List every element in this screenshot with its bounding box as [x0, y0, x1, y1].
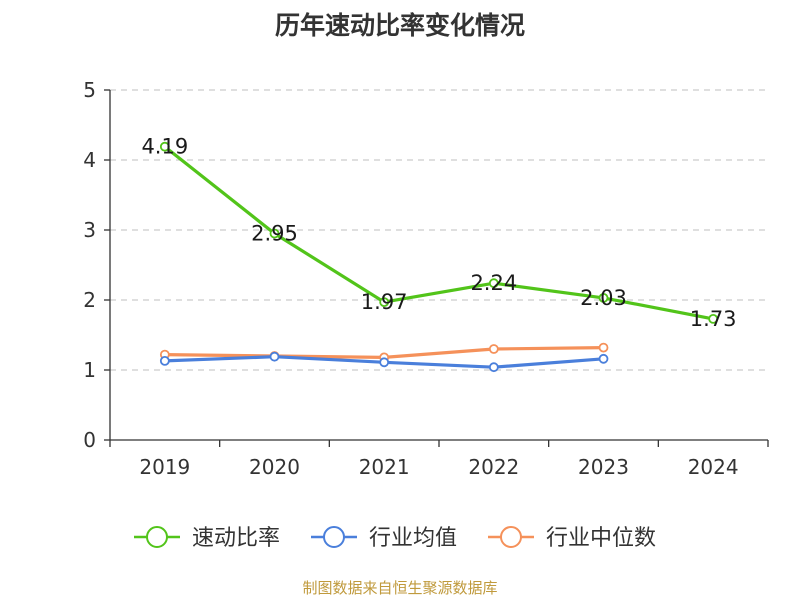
data-point	[379, 297, 390, 308]
x-tick-label: 2020	[249, 455, 300, 479]
data-label: 1.97	[361, 290, 408, 314]
legend-marker	[146, 526, 168, 548]
legend-marker	[323, 526, 345, 548]
data-point	[159, 355, 170, 366]
data-point	[269, 228, 280, 239]
data-point	[488, 362, 499, 373]
x-tick-label: 2024	[688, 455, 739, 479]
x-tick-label: 2021	[359, 455, 410, 479]
legend-marker	[500, 526, 522, 548]
y-tick-label: 2	[83, 288, 96, 312]
x-tick-label: 2019	[139, 455, 190, 479]
data-label: 2.95	[251, 222, 298, 246]
data-point	[379, 357, 390, 368]
y-tick-label: 3	[83, 218, 96, 242]
data-label: 1.73	[690, 307, 737, 331]
x-tick-label: 2022	[468, 455, 519, 479]
data-point	[598, 342, 609, 353]
series-line	[163, 145, 714, 321]
data-point	[269, 351, 280, 362]
y-tick-label: 0	[83, 428, 96, 452]
data-point	[708, 313, 719, 324]
source-note: 制图数据来自恒生聚源数据库	[302, 579, 498, 597]
y-tick-label: 4	[83, 148, 96, 172]
y-tick-label: 5	[83, 78, 96, 102]
y-tick-label: 1	[83, 358, 96, 382]
data-label: 2.03	[580, 286, 627, 310]
chart-title: 历年速动比率变化情况	[274, 11, 525, 40]
data-label: 2.24	[470, 271, 517, 295]
data-label: 4.19	[141, 135, 188, 159]
data-point	[598, 292, 609, 303]
legend-label: 行业均值	[369, 526, 457, 551]
data-point	[488, 344, 499, 354]
legend-label: 速动比率	[192, 526, 280, 551]
data-point	[159, 141, 170, 152]
data-point	[598, 353, 609, 364]
x-tick-label: 2023	[578, 455, 629, 479]
data-point	[488, 278, 499, 289]
legend-label: 行业中位数	[546, 526, 656, 551]
